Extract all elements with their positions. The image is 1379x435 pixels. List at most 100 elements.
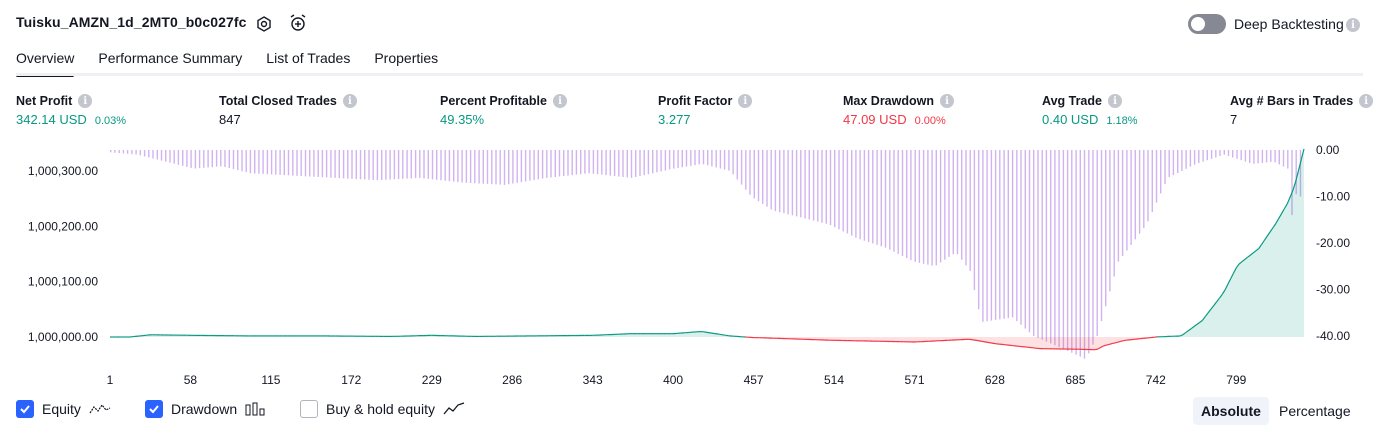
legend-equity[interactable]: Equity [16, 400, 111, 418]
tab-list-of-trades[interactable]: List of Trades [266, 50, 351, 66]
tab-divider [16, 73, 1363, 76]
drawdown-bar [131, 150, 133, 155]
metric-label: Avg # Bars in Trades [1230, 94, 1354, 108]
equity-line-segment [1264, 235, 1268, 241]
drawdown-bar [690, 150, 692, 166]
info-icon[interactable]: i [738, 94, 753, 108]
drawdown-bar [1096, 150, 1098, 336]
equity-line-segment [1193, 324, 1198, 328]
settings-icon[interactable] [254, 14, 274, 34]
equity-line-segment [1272, 223, 1277, 229]
legend-buy-hold[interactable]: Buy & hold equity [300, 400, 465, 418]
drawdown-bar [1105, 150, 1107, 307]
drawdown-bar [1261, 150, 1264, 163]
drawdown-bar [1168, 150, 1170, 178]
checkbox-drawdown[interactable] [145, 400, 163, 418]
info-icon[interactable]: i [1359, 94, 1374, 108]
drawdown-bar [139, 150, 141, 156]
info-icon[interactable]: i [78, 94, 93, 108]
drawdown-bar [863, 150, 866, 241]
drawdown-bar [876, 150, 878, 245]
drawdown-bar [469, 150, 472, 183]
drawdown-bar [999, 150, 1001, 320]
legend-drawdown[interactable]: Drawdown [145, 400, 265, 418]
info-icon[interactable]: i [1346, 18, 1360, 32]
deep-backtesting-toggle[interactable] [1188, 14, 1226, 34]
equity-line-segment [1289, 190, 1294, 198]
absolute-toggle[interactable]: Absolute [1193, 397, 1269, 425]
drawdown-bar [956, 150, 959, 255]
drawdown-bar [1223, 150, 1225, 155]
drawdown-bar [986, 150, 988, 322]
checkbox-buy-hold[interactable] [300, 400, 318, 418]
equity-line-segment [1210, 305, 1215, 310]
x-axis-tick: 571 [904, 373, 924, 387]
drawdown-bar [1274, 150, 1276, 163]
drawdown-bar [203, 150, 205, 168]
drawdown-bar [186, 150, 188, 167]
equity-line-segment [1204, 312, 1209, 318]
drawdown-bar [558, 150, 561, 177]
equity-drawdown-chart[interactable]: 1,000,300.00 1,000,200.00 1,000,100.00 1,00… [0, 140, 1379, 390]
drawdown-bar [1206, 150, 1208, 161]
drawdown-bar [546, 150, 548, 178]
equity-line-segment [1120, 340, 1124, 342]
equity-line-segment [1199, 319, 1203, 323]
equity-line-icon [89, 403, 111, 414]
drawdown-bar [486, 150, 489, 184]
info-icon[interactable]: i [1107, 94, 1122, 108]
equity-line-segment [719, 333, 723, 336]
drawdown-bar [635, 150, 637, 177]
drawdown-bar [770, 150, 772, 210]
drawdown-bar [419, 150, 421, 178]
drawdown-bar [1143, 150, 1145, 229]
equity-line-segment [1221, 289, 1226, 295]
drawdown-bar [355, 150, 357, 180]
x-axis-tick: 799 [1226, 373, 1246, 387]
drawdown-bar [347, 150, 349, 179]
equity-line-segment [1280, 208, 1285, 215]
drawdown-bar [935, 150, 937, 266]
equity-line-segment [705, 331, 709, 334]
equity-line-segment [1106, 343, 1110, 346]
drawdown-bar [431, 150, 434, 180]
tab-properties[interactable]: Properties [374, 50, 439, 66]
drawdown-bar [1071, 150, 1073, 353]
drawdown-bar [1138, 150, 1141, 234]
info-icon[interactable]: i [342, 94, 357, 108]
drawdown-bar [580, 150, 582, 175]
drawdown-bar [169, 150, 171, 163]
drawdown-bar [482, 150, 484, 184]
drawdown-bar [804, 150, 806, 219]
drawdown-bar [694, 150, 696, 166]
drawdown-bar [1109, 150, 1111, 292]
drawdown-bar [1227, 150, 1230, 156]
drawdown-bar [215, 150, 218, 167]
drawdown-bar [1253, 150, 1255, 164]
drawdown-bar [499, 150, 501, 185]
drawdown-bar [867, 150, 870, 243]
info-icon[interactable]: i [940, 94, 954, 108]
drawdown-bar [533, 150, 535, 180]
x-axis-tick: 115 [261, 373, 280, 387]
equity-line-segment [1244, 256, 1248, 260]
tab-performance-summary[interactable]: Performance Summary [98, 50, 243, 66]
x-axis-tick: 172 [341, 373, 361, 387]
percentage-toggle[interactable]: Percentage [1279, 403, 1351, 419]
drawdown-bar [990, 150, 993, 321]
drawdown-bar [1083, 150, 1086, 359]
checkbox-equity[interactable] [16, 400, 34, 418]
drawdown-bar [512, 150, 514, 184]
alarm-clock-plus-icon[interactable] [288, 13, 308, 33]
drawdown-bar [457, 150, 459, 183]
equity-line-segment [1286, 197, 1291, 205]
drawdown-bar [821, 150, 823, 223]
drawdown-bar [541, 150, 544, 179]
equity-line-segment [1201, 316, 1206, 321]
equity-line-segment [1213, 301, 1217, 306]
drawdown-bar [389, 150, 391, 180]
tab-overview[interactable]: Overview [16, 48, 75, 77]
info-icon[interactable]: i [552, 94, 567, 108]
drawdown-bar [1079, 150, 1081, 357]
drawdown-bar [711, 150, 713, 167]
